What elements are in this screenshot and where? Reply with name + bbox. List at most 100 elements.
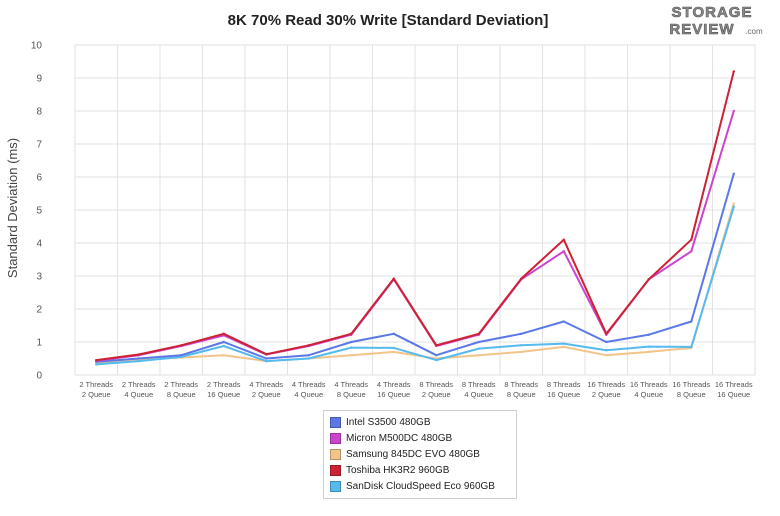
x-tick-threads: 8 Threads bbox=[547, 380, 581, 389]
x-tick-label: 8 Threads 8 Queue bbox=[504, 380, 538, 399]
x-tick-threads: 2 Threads bbox=[122, 380, 156, 389]
data-point bbox=[95, 363, 98, 366]
data-point bbox=[265, 357, 268, 360]
x-tick-threads: 4 Threads bbox=[334, 380, 368, 389]
data-point bbox=[307, 357, 310, 360]
chart-series bbox=[95, 70, 735, 366]
chart-gridlines bbox=[74, 44, 756, 376]
x-tick-queue: 16 Queue bbox=[717, 390, 750, 399]
data-point bbox=[732, 205, 735, 208]
x-tick-label: 16 Threads 8 Queue bbox=[672, 380, 710, 399]
data-point bbox=[520, 344, 523, 347]
data-point bbox=[562, 238, 565, 241]
legend-item: Micron M500DC 480GB bbox=[330, 430, 510, 446]
y-tick-label: 0 bbox=[36, 371, 42, 382]
y-tick-label: 10 bbox=[31, 41, 43, 52]
data-point bbox=[350, 340, 353, 344]
y-tick-label: 6 bbox=[36, 173, 42, 184]
x-tick-label: 16 Threads 16 Queue bbox=[715, 380, 753, 399]
data-point bbox=[562, 250, 565, 253]
y-tick-label: 2 bbox=[36, 305, 42, 316]
legend-label: Samsung 845DC EVO 480GB bbox=[346, 448, 480, 460]
x-tick-label: 16 Threads 4 Queue bbox=[630, 380, 668, 399]
data-point bbox=[562, 342, 565, 345]
data-point bbox=[392, 350, 395, 354]
x-tick-queue: 16 Queue bbox=[547, 390, 580, 399]
chart-legend: Intel S3500 480GB Micron M500DC 480GB Sams… bbox=[323, 410, 517, 499]
legend-swatch bbox=[330, 480, 341, 492]
data-point bbox=[520, 350, 523, 354]
data-point bbox=[222, 344, 225, 348]
x-tick-queue: 8 Queue bbox=[337, 390, 366, 399]
data-point bbox=[647, 278, 650, 281]
x-tick-threads: 2 Threads bbox=[164, 380, 198, 389]
x-tick-threads: 16 Threads bbox=[715, 380, 753, 389]
x-tick-label: 4 Threads 2 Queue bbox=[249, 380, 283, 399]
data-point bbox=[392, 332, 395, 335]
x-tick-queue: 8 Queue bbox=[507, 390, 536, 399]
data-point bbox=[435, 354, 438, 357]
data-point bbox=[605, 332, 608, 335]
x-tick-label: 2 Threads 4 Queue bbox=[122, 380, 156, 399]
data-point bbox=[690, 238, 693, 241]
data-point bbox=[690, 345, 693, 349]
y-tick-label: 5 bbox=[36, 206, 42, 217]
x-tick-label: 4 Threads 8 Queue bbox=[334, 380, 368, 399]
data-point bbox=[350, 354, 353, 357]
x-tick-label: 8 Threads 16 Queue bbox=[547, 380, 581, 399]
data-point bbox=[137, 353, 140, 356]
x-tick-threads: 16 Threads bbox=[630, 380, 668, 389]
series-line-3 bbox=[96, 71, 735, 362]
x-tick-queue: 4 Queue bbox=[294, 390, 323, 399]
data-point bbox=[732, 109, 735, 113]
legend-label: Toshiba HK3R2 960GB bbox=[346, 464, 450, 476]
data-point bbox=[605, 349, 608, 352]
data-point bbox=[222, 354, 225, 357]
data-point bbox=[562, 320, 565, 323]
x-tick-queue: 2 Queue bbox=[592, 390, 621, 399]
x-tick-threads: 4 Threads bbox=[249, 380, 283, 389]
data-point bbox=[520, 277, 523, 280]
data-point bbox=[647, 350, 650, 354]
x-tick-threads: 8 Threads bbox=[504, 380, 538, 389]
x-tick-threads: 8 Threads bbox=[419, 380, 453, 389]
data-point bbox=[435, 358, 438, 362]
legend-swatch bbox=[330, 432, 341, 444]
logo-line-1: STORAGE bbox=[672, 4, 753, 21]
data-point bbox=[137, 359, 140, 363]
data-point bbox=[520, 332, 523, 335]
legend-label: Intel S3500 480GB bbox=[346, 416, 431, 428]
x-tick-label: 4 Threads 16 Queue bbox=[377, 380, 411, 399]
x-tick-label: 2 Threads 2 Queue bbox=[79, 380, 113, 399]
x-tick-threads: 2 Threads bbox=[79, 380, 113, 389]
data-point bbox=[265, 359, 268, 363]
y-axis-label: Standard Deviation (ms) bbox=[5, 138, 20, 278]
series-line-2 bbox=[96, 203, 735, 364]
data-point bbox=[95, 358, 98, 362]
legend-item: Samsung 845DC EVO 480GB bbox=[330, 446, 510, 462]
legend-item: Toshiba HK3R2 960GB bbox=[330, 462, 510, 478]
x-tick-threads: 4 Threads bbox=[292, 380, 326, 389]
x-tick-queue: 16 Queue bbox=[207, 390, 240, 399]
x-tick-queue: 2 Queue bbox=[422, 390, 451, 399]
y-tick-label: 3 bbox=[36, 272, 42, 283]
x-tick-label: 4 Threads 4 Queue bbox=[292, 380, 326, 399]
logo-line-2: REVIEW bbox=[669, 21, 734, 38]
legend-swatch bbox=[330, 448, 341, 460]
data-point bbox=[392, 277, 395, 280]
data-point bbox=[732, 172, 735, 175]
data-point bbox=[605, 340, 608, 344]
y-tick-label: 8 bbox=[36, 107, 42, 118]
x-tick-queue: 8 Queue bbox=[167, 390, 196, 399]
legend-label: SanDisk CloudSpeed Eco 960GB bbox=[346, 480, 495, 492]
x-tick-label: 8 Threads 2 Queue bbox=[419, 380, 453, 399]
x-tick-threads: 8 Threads bbox=[462, 380, 496, 389]
y-tick-label: 4 bbox=[36, 239, 42, 250]
data-point bbox=[605, 354, 608, 357]
data-point bbox=[647, 333, 650, 336]
data-point bbox=[690, 320, 693, 323]
x-tick-queue: 8 Queue bbox=[677, 390, 706, 399]
legend-item: Intel S3500 480GB bbox=[330, 414, 510, 430]
x-tick-threads: 2 Threads bbox=[207, 380, 241, 389]
x-tick-queue: 16 Queue bbox=[377, 390, 410, 399]
